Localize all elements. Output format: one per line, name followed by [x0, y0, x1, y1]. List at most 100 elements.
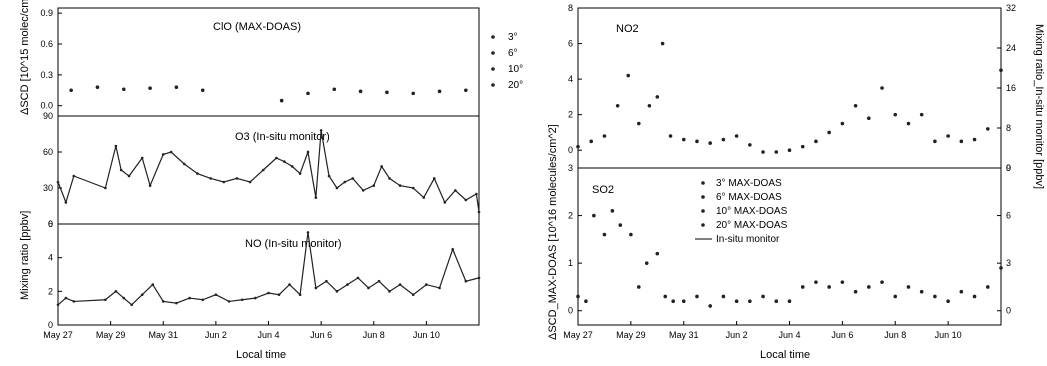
- y-tick-label: 0.6: [40, 39, 53, 49]
- y-tick-label: 90: [43, 111, 53, 121]
- data-point: [438, 286, 441, 290]
- y-tick-label: 0: [568, 145, 573, 155]
- so2-panel-title: SO2: [592, 184, 614, 196]
- data-point: [454, 189, 457, 192]
- y-tick-label: 60: [43, 147, 53, 157]
- data-point: [388, 290, 391, 293]
- data-point: [880, 86, 884, 90]
- data-point: [267, 291, 270, 295]
- data-point: [254, 296, 257, 300]
- data-point: [787, 148, 792, 153]
- data-point: [985, 285, 990, 289]
- x-tick-label: May 31: [148, 330, 178, 340]
- legend-label: 20° MAX-DOAS: [716, 220, 788, 231]
- legend-label: 6°: [508, 48, 518, 59]
- data-point: [398, 184, 402, 187]
- data-point: [140, 156, 144, 160]
- data-point: [893, 294, 898, 299]
- x-tick-label: Jun 8: [363, 330, 385, 340]
- data-point: [655, 95, 660, 99]
- x-tick-label: May 29: [616, 330, 646, 340]
- data-point: [602, 232, 607, 237]
- data-point: [610, 209, 615, 213]
- data-point: [367, 286, 370, 290]
- data-point: [356, 276, 360, 280]
- legend-marker: [701, 209, 705, 213]
- data-point: [721, 137, 726, 142]
- data-point: [358, 89, 363, 94]
- data-point: [576, 294, 580, 299]
- data-point: [443, 201, 447, 204]
- clo-panel-title: ClO (MAX-DOAS): [213, 21, 301, 33]
- data-point: [853, 289, 858, 294]
- data-point: [853, 103, 858, 108]
- legend-label: In-situ monitor: [716, 234, 780, 245]
- data-point: [437, 89, 442, 94]
- data-point: [104, 298, 107, 302]
- data-point: [411, 293, 415, 297]
- data-point: [200, 88, 205, 93]
- no-panel-title: NO (In-situ monitor): [245, 238, 342, 250]
- data-point: [933, 294, 937, 299]
- data-point: [906, 121, 911, 126]
- data-point: [214, 293, 218, 297]
- legend-label: 3° MAX-DOAS: [716, 178, 782, 189]
- data-point: [761, 294, 765, 299]
- mixing-ratio-ylabel: Mixing ratio [ppbv]: [19, 211, 31, 300]
- y-tick-label: 6: [568, 39, 573, 49]
- x-tick-label: Jun 2: [205, 330, 227, 340]
- data-point: [761, 150, 765, 154]
- data-point: [377, 279, 381, 283]
- y2-tick-label: 3: [1006, 258, 1011, 268]
- data-point: [314, 196, 318, 199]
- x-tick-label: Jun 8: [884, 330, 906, 340]
- y2-tick-label: 24: [1006, 43, 1016, 53]
- legend-label: 10° MAX-DOAS: [716, 206, 788, 217]
- data-point: [827, 285, 831, 289]
- data-point: [161, 300, 165, 303]
- left-xlabel: Local time: [236, 349, 286, 361]
- data-point: [169, 150, 173, 154]
- legend-label: 6° MAX-DOAS: [716, 192, 782, 203]
- data-point: [584, 299, 588, 304]
- data-point: [361, 189, 365, 192]
- data-point: [663, 294, 668, 299]
- data-point: [140, 293, 144, 297]
- data-point: [946, 299, 950, 304]
- right-x-ticks: May 27 May 29 May 31 Jun 2 Jun 4 Jun 6 Jun 8 Ju…: [563, 321, 962, 340]
- data-point: [814, 139, 818, 144]
- data-point: [222, 180, 226, 184]
- data-point: [647, 103, 652, 108]
- data-point: [209, 177, 212, 180]
- data-point: [906, 285, 911, 289]
- y-tick-label: 3: [568, 163, 573, 173]
- data-point: [589, 139, 594, 144]
- series-line: [57, 130, 480, 213]
- data-point: [346, 283, 349, 286]
- x-tick-label: Jun 10: [413, 330, 440, 340]
- data-point: [306, 91, 310, 96]
- right-ylabel: ΔSCD_MAX-DOAS [10^16 molecules/cm^2]: [547, 124, 559, 340]
- data-point: [660, 41, 665, 46]
- data-point: [840, 280, 845, 284]
- data-point: [867, 116, 871, 121]
- data-point: [695, 294, 699, 299]
- right-figure: NO2 SO2 ΔSCD_MAX-DOAS [10^16 molecules/c…: [547, 3, 1045, 361]
- legend-marker: [701, 195, 705, 199]
- data-point: [637, 121, 641, 126]
- data-point: [919, 289, 924, 294]
- data-point: [893, 112, 898, 117]
- data-point: [151, 283, 155, 286]
- data-point: [372, 184, 376, 187]
- y-tick-label: 2: [568, 110, 573, 120]
- data-point: [840, 121, 845, 126]
- data-point: [335, 186, 339, 190]
- data-point: [867, 285, 871, 289]
- data-point: [999, 68, 1003, 73]
- data-point: [615, 103, 620, 108]
- y-tick-label: 30: [43, 183, 53, 193]
- x-tick-label: May 31: [669, 330, 699, 340]
- data-point: [114, 290, 118, 293]
- data-point: [800, 144, 805, 149]
